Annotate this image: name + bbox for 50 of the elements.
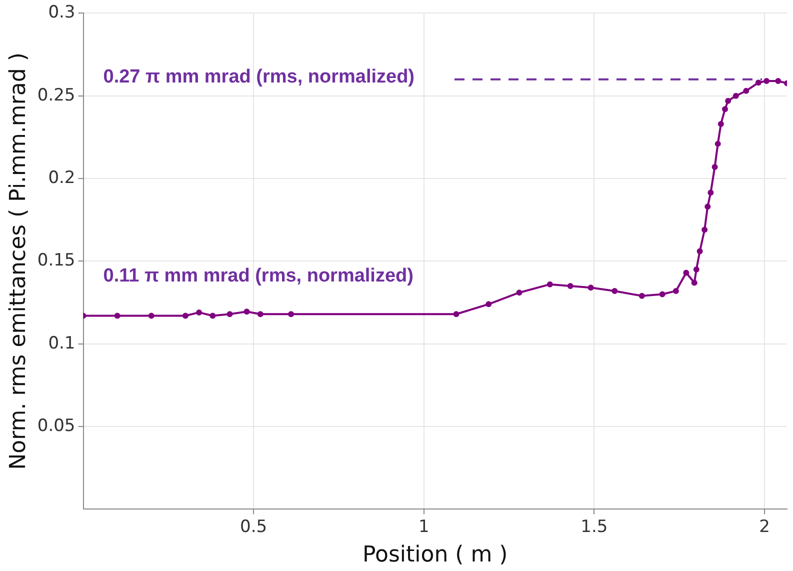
- point: [567, 283, 574, 289]
- point: [712, 164, 718, 170]
- y-tick-label: 0.05: [37, 416, 76, 436]
- point: [696, 248, 703, 254]
- y-axis-title: Norm. rms emittances ( Pi.mm.mrad ): [6, 52, 31, 470]
- x-tick-label: 0.5: [240, 516, 268, 537]
- point: [714, 140, 721, 147]
- annotation: 0.11 π mm mrad (rms, normalized): [103, 265, 414, 286]
- x-tick-label: 2: [759, 516, 770, 537]
- y-tick-label: 0.15: [37, 250, 76, 271]
- point: [743, 88, 750, 94]
- point: [148, 312, 154, 319]
- x-tick-label: 1: [418, 516, 430, 537]
- x-tick-label: 1.5: [580, 516, 608, 537]
- point: [588, 284, 594, 291]
- point: [708, 190, 714, 196]
- point: [683, 270, 690, 276]
- point: [210, 312, 216, 319]
- point: [257, 311, 264, 318]
- point: [725, 98, 732, 104]
- point: [486, 301, 492, 308]
- point: [672, 288, 679, 294]
- point: [288, 311, 294, 318]
- y-tick-label: 0.2: [48, 168, 76, 188]
- point: [775, 78, 782, 84]
- point: [722, 106, 728, 112]
- point: [638, 292, 645, 299]
- point: [226, 311, 233, 318]
- point: [182, 312, 188, 319]
- point: [114, 312, 120, 319]
- point: [453, 311, 460, 318]
- x-axis-title: Position ( m ): [362, 542, 508, 568]
- point: [702, 226, 708, 233]
- y-tick-label: 0.1: [48, 333, 76, 354]
- point: [516, 290, 522, 296]
- point: [755, 80, 762, 86]
- ref-line-label: 0.27 π mm mrad (rms, normalized): [103, 66, 415, 88]
- point: [718, 120, 724, 127]
- point: [612, 288, 618, 294]
- point: [244, 308, 250, 315]
- point: [704, 204, 711, 210]
- point: [764, 78, 770, 84]
- point: [732, 92, 739, 99]
- point: [196, 309, 202, 316]
- point: [693, 266, 700, 272]
- point: [691, 280, 698, 286]
- y-tick-label: 0.25: [37, 85, 76, 106]
- point: [659, 291, 666, 298]
- y-tick-label: 0.3: [48, 2, 76, 23]
- point: [546, 281, 553, 288]
